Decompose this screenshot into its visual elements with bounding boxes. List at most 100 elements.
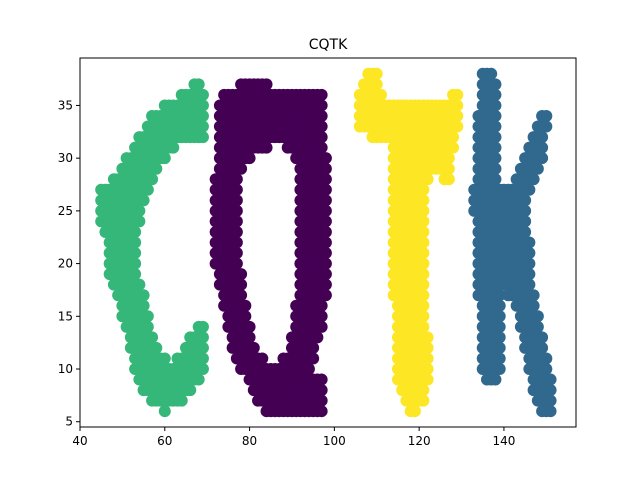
scatter-point-series-1 xyxy=(260,78,273,91)
scatter-point-series-1 xyxy=(319,173,332,186)
scatter-point-series-1 xyxy=(235,289,248,302)
scatter-point-series-1 xyxy=(315,141,328,154)
scatter-point-series-2 xyxy=(417,320,430,333)
scatter-point-series-1 xyxy=(239,299,252,312)
scatter-point-series-3 xyxy=(523,247,536,260)
scatter-point-series-3 xyxy=(489,141,502,154)
scatter-point-series-1 xyxy=(307,352,320,365)
scatter-point-series-2 xyxy=(370,78,383,91)
y-tick-label: 30 xyxy=(58,151,73,165)
scatter-point-series-3 xyxy=(523,236,536,249)
scatter-point-series-2 xyxy=(417,278,430,291)
scatter-point-series-0 xyxy=(129,236,142,249)
scatter-point-series-0 xyxy=(129,268,142,281)
scatter-point-series-3 xyxy=(527,289,540,302)
scatter-point-series-1 xyxy=(319,152,332,165)
scatter-point-series-2 xyxy=(421,373,434,386)
scatter-point-series-1 xyxy=(315,299,328,312)
scatter-point-series-0 xyxy=(184,384,197,397)
scatter-point-series-3 xyxy=(540,120,553,133)
scatter-point-series-3 xyxy=(544,405,557,418)
scatter-point-series-1 xyxy=(235,162,248,175)
scatter-point-series-3 xyxy=(489,109,502,122)
scatter-point-series-2 xyxy=(417,225,430,238)
scatter-point-series-0 xyxy=(167,141,180,154)
scatter-point-series-3 xyxy=(523,183,536,196)
scatter-point-series-1 xyxy=(243,331,256,344)
scatter-point-series-1 xyxy=(230,204,243,217)
x-tick-label: 140 xyxy=(492,434,515,448)
scatter-point-series-3 xyxy=(489,99,502,112)
scatter-point-series-0 xyxy=(146,173,159,186)
scatter-point-series-3 xyxy=(544,373,557,386)
scatter-point-series-3 xyxy=(493,341,506,354)
scatter-point-series-0 xyxy=(196,109,209,122)
scatter-point-series-1 xyxy=(230,225,243,238)
scatter-point-series-1 xyxy=(230,236,243,249)
scatter-point-series-2 xyxy=(421,363,434,376)
scatter-point-series-2 xyxy=(370,67,383,80)
scatter-point-series-1 xyxy=(230,247,243,260)
scatter-point-series-2 xyxy=(417,310,430,323)
scatter-point-series-3 xyxy=(536,131,549,144)
scatter-point-series-3 xyxy=(527,299,540,312)
scatter-point-series-3 xyxy=(489,88,502,101)
scatter-point-series-0 xyxy=(196,88,209,101)
scatter-point-series-1 xyxy=(319,162,332,175)
scatter-point-series-0 xyxy=(196,331,209,344)
scatter-point-series-3 xyxy=(519,225,532,238)
scatter-point-series-2 xyxy=(451,99,464,112)
y-tick-label: 15 xyxy=(58,309,73,323)
scatter-point-series-3 xyxy=(519,194,532,207)
scatter-point-series-2 xyxy=(421,352,434,365)
scatter-point-series-2 xyxy=(417,384,430,397)
scatter-point-series-3 xyxy=(519,204,532,217)
scatter-point-series-1 xyxy=(230,194,243,207)
scatter-point-series-1 xyxy=(319,257,332,270)
scatter-point-series-3 xyxy=(489,162,502,175)
scatter-point-series-3 xyxy=(489,152,502,165)
scatter-point-series-1 xyxy=(319,194,332,207)
scatter-point-series-2 xyxy=(417,268,430,281)
scatter-point-series-1 xyxy=(256,352,269,365)
scatter-point-series-3 xyxy=(523,257,536,270)
scatter-point-series-2 xyxy=(417,289,430,302)
scatter-point-series-1 xyxy=(319,183,332,196)
scatter-point-series-1 xyxy=(243,152,256,165)
y-tick-label: 25 xyxy=(58,204,73,218)
scatter-point-series-2 xyxy=(442,162,455,175)
y-tick-label: 35 xyxy=(58,98,73,112)
x-tick-label: 120 xyxy=(408,434,431,448)
scatter-point-series-0 xyxy=(196,352,209,365)
scatter-point-series-2 xyxy=(417,215,430,228)
scatter-point-series-3 xyxy=(489,78,502,91)
scatter-point-series-2 xyxy=(417,194,430,207)
scatter-point-series-3 xyxy=(489,373,502,386)
scatter-point-series-1 xyxy=(319,215,332,228)
scatter-point-series-0 xyxy=(192,373,205,386)
scatter-point-series-3 xyxy=(531,320,544,333)
scatter-point-series-3 xyxy=(519,215,532,228)
scatter-point-series-0 xyxy=(196,341,209,354)
x-tick-label: 80 xyxy=(242,434,257,448)
scatter-point-series-0 xyxy=(141,320,154,333)
scatter-point-series-2 xyxy=(417,257,430,270)
scatter-point-series-3 xyxy=(493,352,506,365)
scatter-point-series-0 xyxy=(133,215,146,228)
scatter-point-series-2 xyxy=(447,131,460,144)
scatter-point-series-1 xyxy=(315,310,328,323)
scatter-point-series-1 xyxy=(230,215,243,228)
scatter-point-series-0 xyxy=(129,225,142,238)
scatter-point-series-0 xyxy=(192,78,205,91)
scatter-point-series-2 xyxy=(451,109,464,122)
scatter-point-series-3 xyxy=(493,320,506,333)
plot-frame xyxy=(79,57,577,428)
scatter-point-series-3 xyxy=(489,131,502,144)
scatter-point-series-1 xyxy=(315,88,328,101)
x-tick-label: 60 xyxy=(157,434,172,448)
scatter-point-series-3 xyxy=(540,363,553,376)
scatter-point-series-2 xyxy=(442,173,455,186)
scatter-point-series-2 xyxy=(417,394,430,407)
scatter-point-series-0 xyxy=(150,162,163,175)
